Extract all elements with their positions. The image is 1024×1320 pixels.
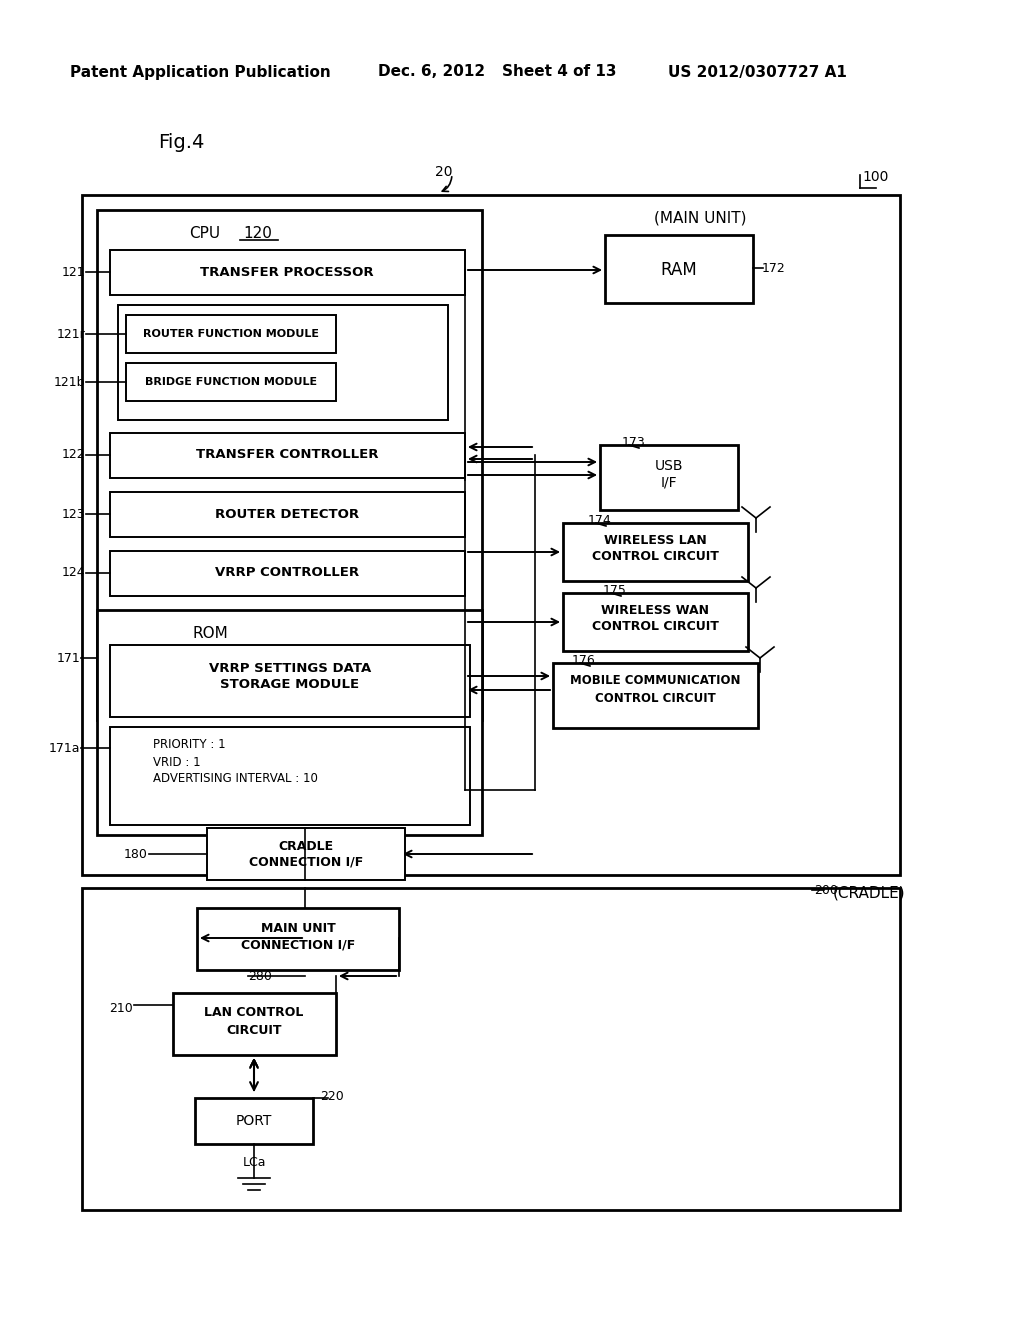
Text: 20: 20: [435, 165, 453, 180]
Bar: [110, 550, 465, 597]
Text: USB: USB: [654, 459, 683, 473]
Text: WIRELESS WAN: WIRELESS WAN: [601, 605, 709, 618]
Text: RAM: RAM: [660, 261, 697, 279]
Text: CRADLE: CRADLE: [279, 840, 334, 853]
Text: (MAIN UNIT): (MAIN UNIT): [653, 210, 746, 226]
Text: Patent Application Publication: Patent Application Publication: [70, 65, 331, 79]
Text: ROUTER DETECTOR: ROUTER DETECTOR: [215, 507, 359, 520]
Bar: [207, 828, 406, 880]
Bar: [82, 195, 900, 875]
Text: MAIN UNIT: MAIN UNIT: [261, 921, 336, 935]
Text: VRID : 1: VRID : 1: [153, 755, 201, 768]
Text: CPU: CPU: [189, 227, 220, 242]
Bar: [563, 593, 748, 651]
Bar: [600, 445, 738, 510]
Bar: [110, 492, 465, 537]
Text: 174: 174: [588, 515, 611, 528]
Bar: [110, 249, 465, 294]
Text: ROUTER FUNCTION MODULE: ROUTER FUNCTION MODULE: [143, 329, 319, 339]
Text: 173: 173: [622, 437, 646, 450]
Text: 200: 200: [814, 883, 838, 896]
Text: CONTROL CIRCUIT: CONTROL CIRCUIT: [592, 549, 719, 562]
Bar: [118, 305, 449, 420]
Text: LAN CONTROL: LAN CONTROL: [205, 1006, 304, 1019]
Text: 176: 176: [572, 655, 596, 668]
Bar: [126, 315, 336, 352]
Text: CONNECTION I/F: CONNECTION I/F: [241, 939, 355, 952]
Bar: [110, 645, 470, 717]
Text: CONTROL CIRCUIT: CONTROL CIRCUIT: [595, 692, 716, 705]
Text: 175: 175: [603, 585, 627, 598]
Text: 120: 120: [244, 227, 272, 242]
Text: ROM: ROM: [193, 626, 228, 640]
Text: I/F: I/F: [660, 477, 677, 490]
Text: PORT: PORT: [236, 1114, 272, 1129]
Text: TRANSFER CONTROLLER: TRANSFER CONTROLLER: [196, 449, 378, 462]
Text: CONTROL CIRCUIT: CONTROL CIRCUIT: [592, 620, 719, 634]
Text: US 2012/0307727 A1: US 2012/0307727 A1: [668, 65, 847, 79]
Text: VRRP CONTROLLER: VRRP CONTROLLER: [215, 566, 359, 579]
Text: BRIDGE FUNCTION MODULE: BRIDGE FUNCTION MODULE: [145, 378, 317, 387]
Bar: [82, 888, 900, 1210]
Bar: [563, 523, 748, 581]
Bar: [126, 363, 336, 401]
Text: MOBILE COMMUNICATION: MOBILE COMMUNICATION: [569, 675, 740, 688]
Bar: [110, 727, 470, 825]
Bar: [110, 433, 465, 478]
Bar: [195, 1098, 313, 1144]
Text: 220: 220: [319, 1089, 344, 1102]
Text: 280: 280: [248, 969, 272, 982]
Text: LCa: LCa: [243, 1155, 266, 1168]
Text: 121b: 121b: [53, 375, 85, 388]
Text: (CRADLE): (CRADLE): [833, 886, 905, 900]
Bar: [553, 663, 758, 729]
Text: Sheet 4 of 13: Sheet 4 of 13: [502, 65, 616, 79]
Text: STORAGE MODULE: STORAGE MODULE: [220, 678, 359, 692]
Bar: [173, 993, 336, 1055]
Text: VRRP SETTINGS DATA: VRRP SETTINGS DATA: [209, 661, 371, 675]
Text: 121: 121: [61, 265, 85, 279]
Text: 124: 124: [61, 566, 85, 579]
Text: 172: 172: [762, 261, 785, 275]
Text: 171a: 171a: [48, 742, 80, 755]
Bar: [97, 210, 482, 719]
Text: 171: 171: [56, 652, 80, 664]
Text: CONNECTION I/F: CONNECTION I/F: [249, 855, 364, 869]
Text: Fig.4: Fig.4: [158, 133, 205, 153]
Text: ADVERTISING INTERVAL : 10: ADVERTISING INTERVAL : 10: [153, 772, 317, 785]
Text: CIRCUIT: CIRCUIT: [226, 1023, 282, 1036]
Text: WIRELESS LAN: WIRELESS LAN: [603, 533, 707, 546]
Text: 122: 122: [61, 449, 85, 462]
Bar: [97, 610, 482, 836]
Text: 123: 123: [61, 507, 85, 520]
Text: TRANSFER PROCESSOR: TRANSFER PROCESSOR: [200, 265, 374, 279]
Text: Dec. 6, 2012: Dec. 6, 2012: [378, 65, 485, 79]
Bar: [605, 235, 753, 304]
Text: 210: 210: [110, 1002, 133, 1015]
Bar: [197, 908, 399, 970]
Text: PRIORITY : 1: PRIORITY : 1: [153, 738, 225, 751]
Text: 100: 100: [862, 170, 889, 183]
Text: 121r: 121r: [56, 327, 85, 341]
Text: 180: 180: [124, 847, 148, 861]
